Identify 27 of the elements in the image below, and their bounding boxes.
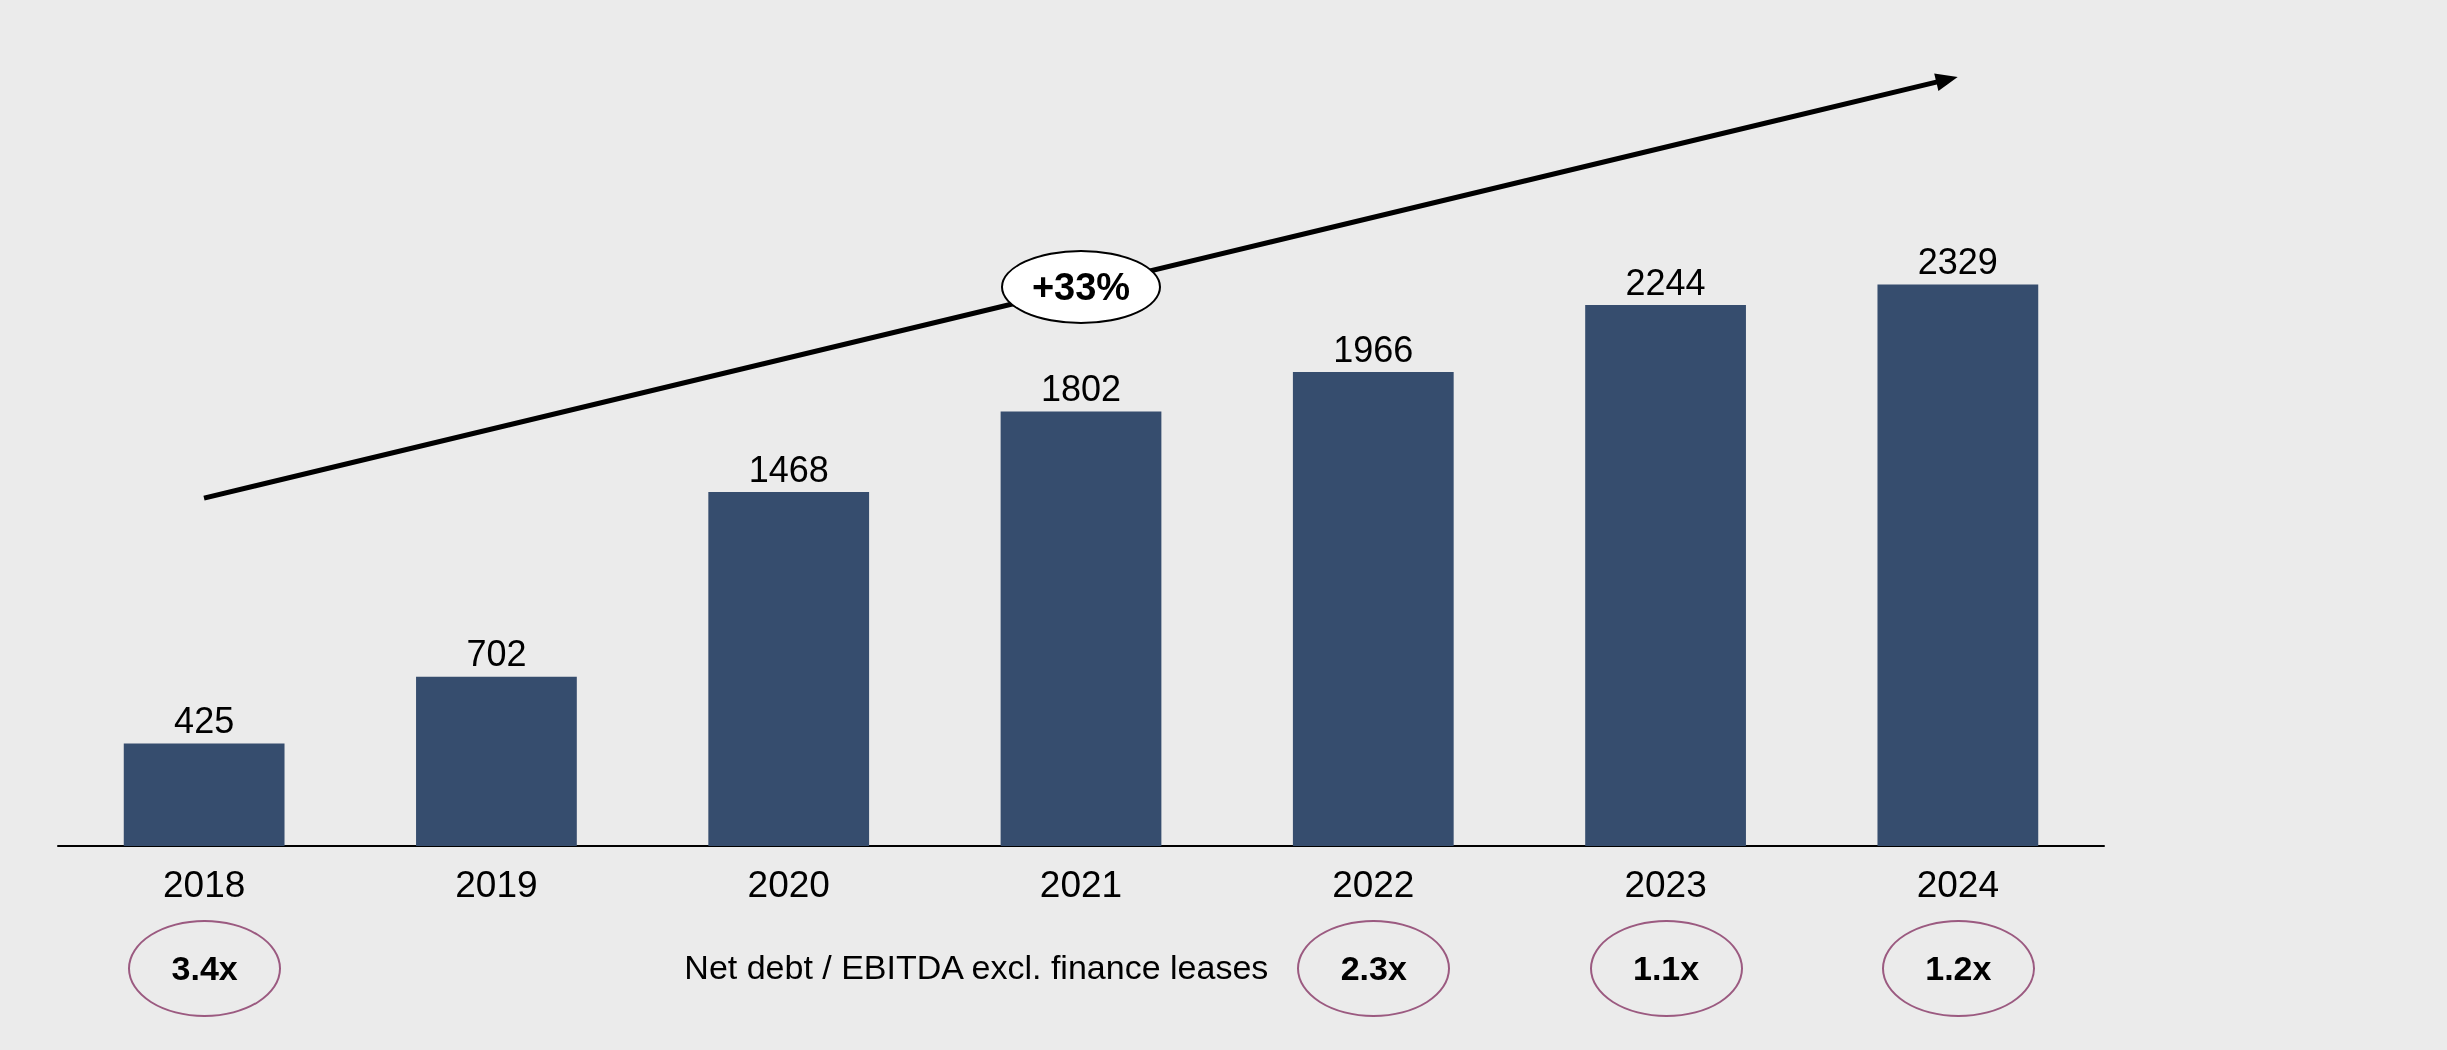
- bar: [1585, 305, 1746, 846]
- x-tick-label: 2020: [747, 864, 830, 905]
- text: 1.2x: [1881, 920, 2035, 1017]
- text: 3.4x: [128, 920, 282, 1017]
- data-label: 702: [466, 633, 527, 675]
- annotation: +33%: [1001, 250, 1161, 325]
- data-label: 1802: [1040, 368, 1122, 410]
- data-label: 1468: [748, 448, 829, 490]
- data-label: 425: [174, 700, 235, 742]
- x-tick-label: 2023: [1624, 864, 1707, 905]
- text: Net debt / EBITDA excl. finance leases: [684, 948, 1269, 987]
- x-tick-label: 2021: [1039, 864, 1123, 905]
- bar: [1000, 411, 1162, 846]
- text: 1.1x: [1589, 920, 1743, 1017]
- bar: [708, 492, 870, 846]
- bar: [1877, 284, 2039, 846]
- x-tick-label: 2024: [1916, 864, 2000, 905]
- data-label: 1966: [1333, 328, 1414, 370]
- bar: [1292, 372, 1454, 846]
- x-tick-label: 2019: [455, 864, 538, 905]
- x-tick-label: 2018: [162, 864, 246, 905]
- bar: [123, 743, 285, 846]
- text: 2.3x: [1297, 920, 1451, 1017]
- data-label: 2329: [1917, 241, 1998, 283]
- data-label: 2244: [1625, 261, 1706, 303]
- x-tick-label: 2022: [1332, 864, 1415, 905]
- bar: [416, 676, 577, 846]
